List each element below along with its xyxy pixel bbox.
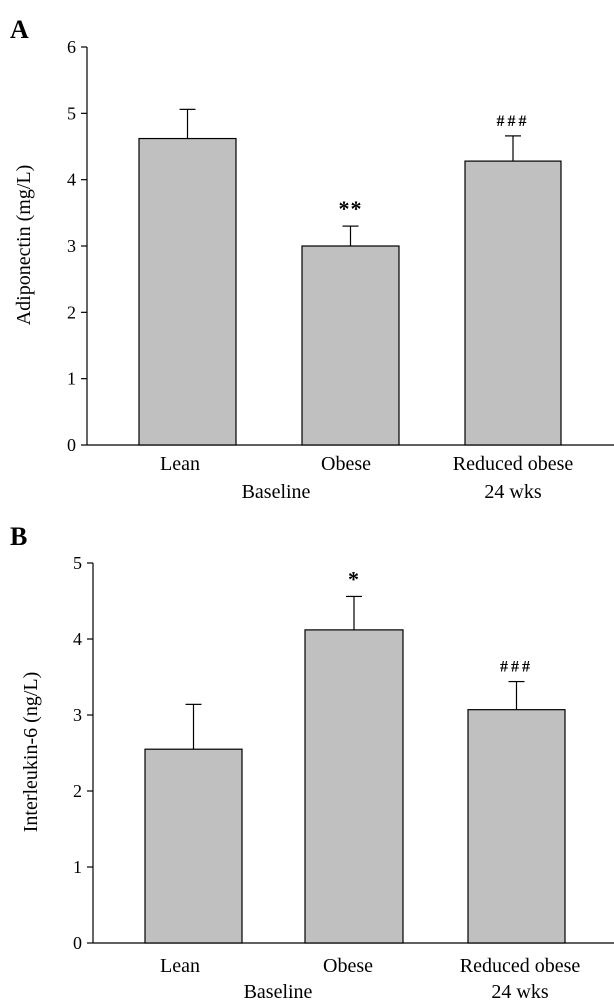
panel-b-significance-marker: ### [500,659,533,676]
panel-a-y-tick-label: 1 [67,369,76,389]
panel-a-bar [464,160,562,446]
panel-a-category-sublabel: 24 wks [484,481,541,503]
panel-a-y-axis-label: Adiponectin (mg/L) [13,165,35,326]
panel-a-y-tick-label: 0 [67,435,76,455]
panel-b-category-label: Lean [160,955,200,977]
panel-b-label: B [10,522,27,551]
panel-a-significance-marker: ### [497,113,530,130]
panel-b-y-tick-label: 3 [73,705,82,725]
panel-a-significance-marker: ** [339,196,363,221]
panel-a-label: A [10,15,29,44]
panel-b-category-sublabel: Baseline [244,981,313,1001]
panel-b-bar [304,629,404,944]
panel-a: A Adiponectin (mg/L) 0 1 2 3 4 5 6 Lean ** Obese B… [10,15,614,503]
panel-a-category-label: Reduced obese [453,453,574,475]
panel-b-category-label: Obese [323,955,373,977]
panel-b-significance-marker: * [348,566,360,591]
panel-a-bar [138,137,237,446]
panel-b-category-sublabel: 24 wks [491,981,548,1001]
panel-b-y-tick-label: 0 [73,933,82,953]
panel-a-y-tick-label: 3 [67,236,76,256]
panel-a-bar [301,245,400,446]
panel-a-y-tick-label: 2 [67,302,76,322]
panel-b-y-tick-label: 1 [73,857,82,877]
panel-a-category-sublabel: Baseline [242,481,311,503]
panel-b: B Interleukin-6 (ng/L) 0 1 2 3 4 5 Lean * Obese B… [10,522,614,1001]
panel-a-y-tick-label: 6 [67,37,76,57]
panel-b-bar [144,748,243,944]
panel-b-bar [467,709,566,944]
panel-b-y-tick-label: 4 [73,629,82,649]
panel-b-y-tick-label: 2 [73,781,82,801]
panel-a-y-tick-label: 4 [67,170,76,190]
panel-b-category-label: Reduced obese [460,955,581,977]
panel-a-category-label: Obese [321,453,371,475]
panel-b-y-axis-label: Interleukin-6 (ng/L) [20,672,42,833]
panel-b-y-tick-label: 5 [73,553,82,573]
panel-a-category-label: Lean [160,453,200,475]
panel-a-y-tick-label: 5 [67,103,76,123]
